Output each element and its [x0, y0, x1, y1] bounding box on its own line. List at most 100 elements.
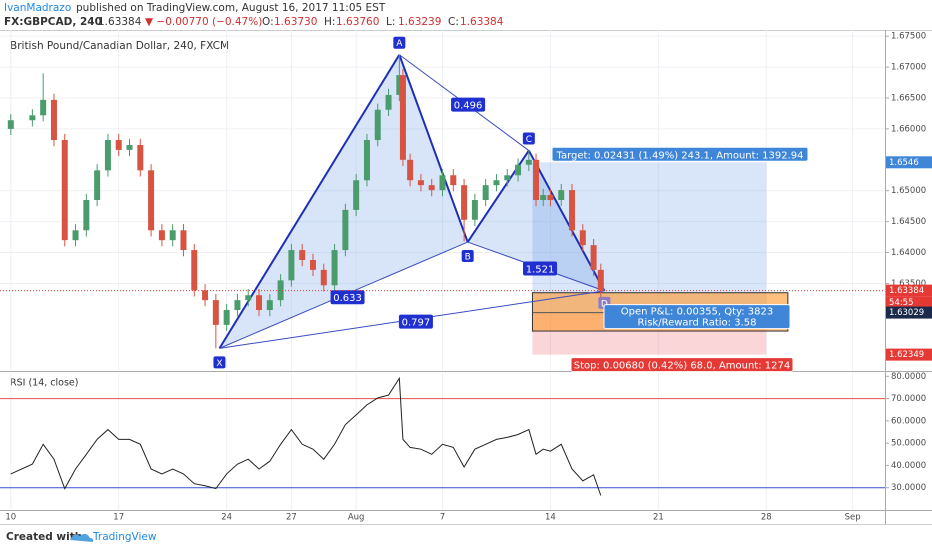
brand-logo — [70, 533, 94, 542]
candle-body — [266, 300, 273, 311]
candle-body — [7, 120, 14, 129]
pattern-point-box — [393, 36, 406, 49]
pnl-label-box — [603, 304, 791, 330]
pattern-point-label: B — [465, 253, 471, 263]
candle-body — [299, 250, 306, 260]
candle-body — [579, 230, 586, 246]
last-price-label-box — [886, 284, 932, 297]
candle-body — [309, 259, 316, 270]
entry-price: 1.63029 — [889, 308, 924, 318]
candle-body — [353, 180, 360, 210]
y-tick-label: 1.64500 — [891, 217, 926, 227]
pattern-fill — [467, 150, 605, 291]
ohlc-label: C: — [448, 16, 459, 28]
candle-body — [277, 280, 284, 301]
candle-body — [439, 175, 446, 191]
candle-body — [399, 75, 406, 160]
candle-body — [137, 144, 144, 171]
ohlc-label: H: — [324, 16, 335, 28]
ratio-label: 0.797 — [402, 318, 431, 329]
candle-body — [212, 300, 219, 325]
ratio-box — [451, 97, 486, 112]
candle-body — [72, 230, 79, 241]
ratio-label: 0.633 — [333, 293, 362, 304]
x-tick-label: 27 — [286, 513, 297, 523]
candle-body — [202, 290, 209, 301]
y-tick-label: 1.63500 — [891, 279, 926, 289]
stop-price: 1.62349 — [889, 350, 924, 360]
target-price-box — [886, 156, 932, 169]
pattern-point-box — [461, 250, 474, 263]
ohlc-value: 1.63730 — [274, 16, 317, 28]
candle-body — [256, 295, 263, 311]
candle-body — [94, 170, 101, 200]
candle-body — [471, 200, 478, 220]
candle-body — [331, 250, 338, 286]
candle-body — [148, 170, 155, 231]
target-label: Target: 0.02431 (1.49%) 243.1, Amount: 1… — [556, 150, 804, 161]
x-tick-label: 24 — [221, 513, 232, 523]
pattern-point-label: X — [216, 359, 222, 369]
x-tick-label: 17 — [113, 513, 124, 523]
candle-body — [40, 99, 47, 116]
y-tick-label: 80.0000 — [891, 372, 926, 382]
published: published on TradingView.com, August 16,… — [76, 2, 386, 14]
ratio-label: 0.496 — [454, 101, 483, 112]
author: IvanMadrazo — [4, 2, 71, 14]
candle-body — [234, 300, 241, 311]
pattern-point-label: D — [601, 299, 608, 309]
y-tick-label: 1.66500 — [891, 94, 926, 104]
x-tick-label: 14 — [545, 513, 556, 523]
candle-body — [223, 310, 230, 325]
profit-zone — [532, 162, 767, 313]
candle-body — [29, 115, 36, 121]
ohlc-label: O: — [262, 16, 274, 28]
candle-body — [288, 250, 295, 281]
x-tick-label: 28 — [761, 513, 772, 523]
rsi-title: RSI (14, close) — [10, 378, 78, 389]
ratio-box — [523, 261, 558, 276]
countdown: 54:55 — [889, 298, 914, 308]
stop-label: Stop: 0.00680 (0.42%) 68.0, Amount: 1274 — [574, 361, 790, 372]
target-price: 1.6546 — [889, 158, 919, 168]
candle-body — [525, 159, 532, 165]
pattern-point-label: C — [526, 135, 532, 145]
x-tick-label: 7 — [440, 513, 445, 523]
y-tick-label: 60.0000 — [891, 416, 926, 426]
candle-body — [61, 140, 68, 241]
candle-body — [158, 230, 165, 241]
change: ▼ −0.00770 (−0.47%) — [145, 16, 262, 28]
pattern-leg — [398, 54, 469, 243]
candle-body — [126, 144, 133, 150]
last-price-label: 1.63384 — [889, 286, 924, 296]
footer-brand: TradingView — [92, 531, 157, 543]
candle-body — [493, 180, 500, 186]
y-tick-label: 50.0000 — [891, 439, 926, 449]
rsi-line — [10, 376, 602, 496]
ratio-box — [398, 314, 433, 329]
ohlc-value: 1.63239 — [398, 16, 441, 28]
ratio-box — [330, 290, 365, 305]
footer-created: Created with — [6, 531, 82, 543]
x-tick-label: 21 — [653, 513, 664, 523]
y-tick-label: 70.0000 — [891, 394, 926, 404]
candle-body — [515, 164, 522, 176]
candle-body — [180, 230, 187, 251]
y-tick-label: 40.0000 — [891, 461, 926, 471]
candle-body — [461, 185, 468, 220]
x-tick-label: Aug — [348, 513, 365, 523]
candle-body — [590, 245, 597, 270]
pattern-point-label: A — [396, 39, 403, 49]
candle-body — [342, 209, 349, 251]
y-tick-label: 1.65000 — [891, 186, 926, 196]
candle-body — [396, 75, 403, 95]
ohlc-label: L: — [386, 16, 395, 28]
pnl-label: Open P&L: 0.00355, Qty: 3823 — [621, 307, 774, 318]
x-tick-label: 10 — [5, 513, 16, 523]
candle-body — [245, 295, 252, 301]
ratio-label: 1.521 — [526, 264, 555, 275]
candle-body — [385, 94, 392, 110]
pattern-point-box — [522, 132, 535, 145]
candle-body — [450, 175, 457, 186]
